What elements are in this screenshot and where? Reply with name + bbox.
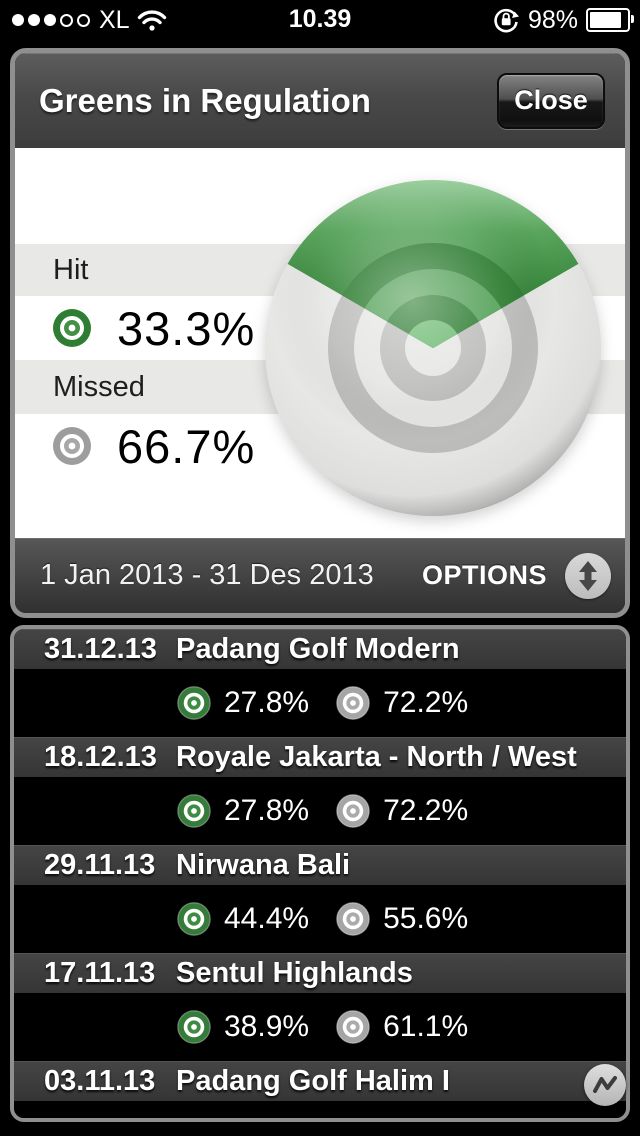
round-hit-percent: 27.8% — [224, 686, 310, 719]
round-missed-percent: 72.2% — [383, 794, 469, 827]
up-down-arrow-icon — [579, 560, 597, 591]
battery-icon — [586, 8, 634, 32]
trend-chart-button[interactable] — [584, 1064, 626, 1106]
bullseye-pie-chart — [263, 178, 603, 518]
battery-percent: 98% — [527, 5, 578, 34]
round-values-row: 44.4% 55.6% — [14, 885, 626, 953]
wifi-icon — [137, 10, 166, 31]
clock: 10.39 — [288, 5, 352, 33]
close-button[interactable]: Close — [497, 72, 605, 129]
signal-strength-dots — [12, 13, 90, 27]
line-chart-icon — [593, 1076, 617, 1093]
round-date: 03.11.13 — [44, 1064, 156, 1097]
round-missed-percent: 61.1% — [383, 1010, 469, 1043]
round-course-name: Sentul Highlands — [176, 956, 413, 989]
round-hit-percent: 44.4% — [224, 902, 310, 935]
round-course-name: Padang Golf Modern — [176, 632, 460, 665]
chart-area: Hit 33.3% Missed 66.7% — [15, 148, 625, 538]
round-date: 31.12.13 — [44, 632, 157, 665]
stats-modal: Greens in Regulation Close Hit 33.3% Mis… — [10, 48, 630, 618]
orientation-lock-icon — [494, 8, 519, 33]
round-course-name: Padang Golf Halim I — [176, 1064, 450, 1097]
hit-target-icon — [177, 794, 211, 828]
round-missed-percent: 72.2% — [383, 686, 469, 719]
round-header-row[interactable]: 31.12.13 Padang Golf Modern — [14, 629, 626, 669]
round-header-row[interactable]: 03.11.13 Padang Golf Halim I — [14, 1061, 626, 1101]
date-filter-bar: 1 Jan 2013 - 31 Des 2013 OPTIONS — [15, 538, 625, 613]
rounds-list: 31.12.13 Padang Golf Modern 27.8% 72.2% … — [10, 625, 630, 1122]
round-values-row: 27.8% 72.2% — [14, 669, 626, 737]
date-range-label: 1 Jan 2013 - 31 Des 2013 — [40, 559, 374, 591]
page-title: Greens in Regulation — [39, 81, 371, 119]
round-entry: 31.12.13 Padang Golf Modern 27.8% 72.2% — [14, 629, 626, 737]
hit-target-icon — [177, 1010, 211, 1044]
expand-collapse-button[interactable] — [565, 552, 611, 599]
round-values-row: 38.9% 61.1% — [14, 993, 626, 1061]
missed-target-icon — [336, 794, 370, 828]
missed-target-icon — [53, 427, 91, 465]
legend-missed-row: 66.7% — [15, 414, 625, 478]
round-header-row[interactable]: 17.11.13 Sentul Highlands — [14, 953, 626, 993]
missed-target-icon — [336, 1010, 370, 1044]
missed-target-icon — [336, 902, 370, 936]
round-values-row — [14, 1101, 626, 1118]
round-entry: 18.12.13 Royale Jakarta - North / West 2… — [14, 737, 626, 845]
hit-percent: 33.3% — [117, 301, 256, 355]
carrier-label: XL — [99, 5, 130, 34]
round-header-row[interactable]: 18.12.13 Royale Jakarta - North / West — [14, 737, 626, 777]
round-missed-percent: 55.6% — [383, 902, 469, 935]
round-course-name: Royale Jakarta - North / West — [176, 740, 577, 773]
legend-hit-row: 33.3% — [15, 296, 625, 360]
options-button[interactable]: OPTIONS — [421, 560, 547, 590]
round-entry: 03.11.13 Padang Golf Halim I — [14, 1061, 626, 1118]
round-header-row[interactable]: 29.11.13 Nirwana Bali — [14, 845, 626, 885]
round-hit-percent: 38.9% — [224, 1010, 310, 1043]
round-date: 18.12.13 — [44, 740, 157, 773]
modal-header: Greens in Regulation Close — [15, 53, 625, 148]
round-values-row: 27.8% 72.2% — [14, 777, 626, 845]
hit-target-icon — [177, 686, 211, 720]
round-date: 17.11.13 — [44, 956, 156, 989]
status-bar: XL 10.39 98% — [0, 0, 640, 40]
round-date: 29.11.13 — [44, 848, 156, 881]
hit-target-icon — [53, 309, 91, 347]
round-entry: 29.11.13 Nirwana Bali 44.4% 55.6% — [14, 845, 626, 953]
round-entry: 17.11.13 Sentul Highlands 38.9% 61.1% — [14, 953, 626, 1061]
missed-target-icon — [336, 686, 370, 720]
round-hit-percent: 27.8% — [224, 794, 310, 827]
hit-target-icon — [177, 902, 211, 936]
missed-percent: 66.7% — [117, 419, 256, 473]
round-course-name: Nirwana Bali — [176, 848, 351, 881]
